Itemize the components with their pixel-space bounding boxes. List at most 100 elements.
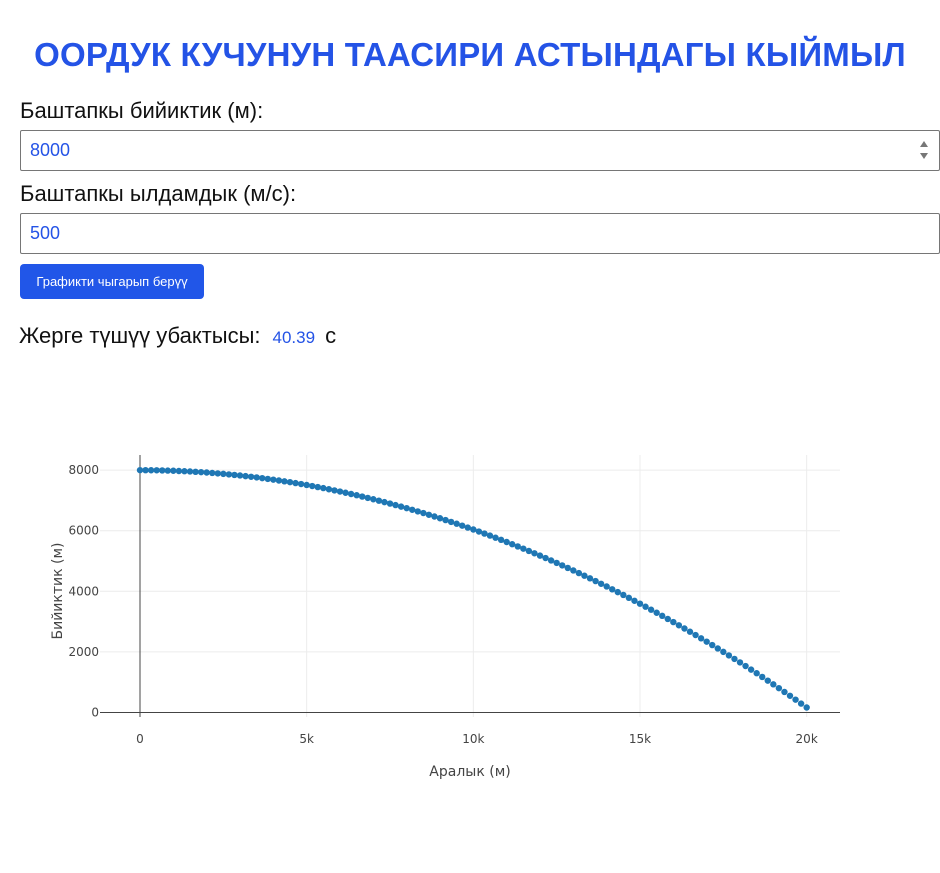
data-point — [253, 474, 260, 481]
data-point — [614, 588, 621, 596]
data-point — [781, 688, 788, 696]
data-point — [753, 670, 760, 677]
y-tick-label: 6000 — [68, 524, 99, 538]
data-point — [436, 515, 444, 522]
data-point — [342, 489, 349, 496]
data-point — [731, 655, 738, 663]
data-point — [564, 564, 571, 572]
data-point — [797, 700, 805, 707]
data-point — [636, 600, 644, 607]
data-point — [247, 473, 255, 480]
initial-height-input[interactable] — [20, 130, 940, 171]
data-point — [470, 526, 477, 533]
plot-graph-button[interactable]: Графикти чыгарып берүү — [20, 264, 204, 299]
x-tick-label: 15k — [629, 732, 651, 746]
data-point — [570, 567, 577, 574]
fall-time-label: Жерге түшүү убактысы: — [19, 323, 261, 348]
data-point — [453, 520, 460, 527]
data-point — [275, 477, 283, 484]
data-point — [359, 493, 366, 500]
data-point — [336, 488, 344, 495]
data-point — [409, 506, 416, 513]
fall-time-result: Жерге түшүү убактысы: 40.39 с — [19, 323, 336, 349]
data-point — [803, 704, 810, 711]
data-point — [770, 681, 777, 688]
data-point — [309, 482, 316, 490]
data-point — [231, 471, 238, 479]
initial-height-label: Баштапкы бийиктик (м): — [20, 98, 264, 123]
data-point — [659, 612, 666, 620]
data-point — [709, 641, 716, 649]
initial-velocity-input[interactable] — [20, 213, 940, 254]
data-point — [559, 562, 566, 569]
chart-points — [136, 466, 810, 711]
data-point — [525, 547, 533, 555]
data-point — [136, 466, 144, 474]
data-point — [631, 597, 638, 604]
fall-time-unit: с — [325, 323, 337, 348]
data-point — [697, 635, 705, 642]
data-point — [375, 497, 383, 504]
data-point — [547, 557, 555, 564]
data-point — [609, 586, 616, 593]
y-tick-label: 2000 — [68, 645, 99, 659]
data-point — [509, 541, 516, 548]
y-tick-label: 4000 — [68, 584, 99, 598]
data-point — [281, 478, 288, 485]
data-point — [320, 484, 327, 492]
x-tick-label: 5k — [299, 732, 314, 746]
data-point — [325, 486, 333, 493]
data-point — [142, 466, 149, 474]
y-axis-label: Бийиктик (м) — [50, 542, 66, 639]
data-point — [331, 487, 338, 494]
chart-grid — [100, 455, 840, 717]
data-point — [464, 524, 471, 531]
x-tick-label: 0 — [136, 732, 144, 746]
data-point — [392, 501, 399, 509]
data-point — [742, 662, 749, 670]
spin-up-icon[interactable] — [920, 141, 928, 147]
x-axis-label: Аралык (м) — [429, 764, 510, 780]
data-point — [303, 481, 310, 489]
data-point — [520, 545, 527, 552]
data-point — [175, 467, 183, 475]
data-point — [759, 673, 766, 681]
data-point — [147, 467, 155, 474]
data-point — [381, 498, 388, 506]
data-point — [209, 469, 216, 477]
data-point — [653, 609, 660, 616]
fall-time-value: 40.39 — [272, 328, 316, 347]
data-point — [775, 684, 783, 692]
chart-axes — [100, 455, 840, 717]
data-point — [425, 511, 433, 518]
data-point — [159, 467, 166, 474]
data-point — [270, 476, 277, 483]
data-point — [297, 480, 305, 488]
data-point — [164, 467, 171, 474]
height-spinner[interactable] — [920, 141, 928, 159]
data-point — [586, 575, 594, 582]
data-point — [642, 603, 649, 610]
data-point — [597, 580, 605, 587]
data-point — [386, 500, 394, 507]
data-point — [531, 550, 538, 557]
data-point — [620, 591, 627, 599]
data-point — [264, 475, 271, 483]
data-point — [592, 577, 599, 585]
data-point — [292, 479, 299, 487]
data-point — [725, 652, 733, 659]
data-point — [481, 530, 488, 537]
data-point — [170, 467, 177, 474]
x-tick-label: 10k — [462, 732, 484, 746]
data-point — [225, 471, 233, 478]
y-tick-label: 0 — [91, 705, 99, 719]
data-point — [242, 472, 249, 480]
data-point — [370, 496, 377, 503]
x-tick-label: 20k — [796, 732, 818, 746]
spin-down-icon[interactable] — [920, 153, 928, 159]
data-point — [703, 638, 710, 645]
data-point — [736, 659, 744, 666]
data-point — [414, 508, 421, 515]
data-point — [353, 492, 360, 499]
trajectory-chart: 0 5k 10k 15k 20k 0 2000 4000 6000 8000 Аралык (м)… — [50, 455, 840, 780]
